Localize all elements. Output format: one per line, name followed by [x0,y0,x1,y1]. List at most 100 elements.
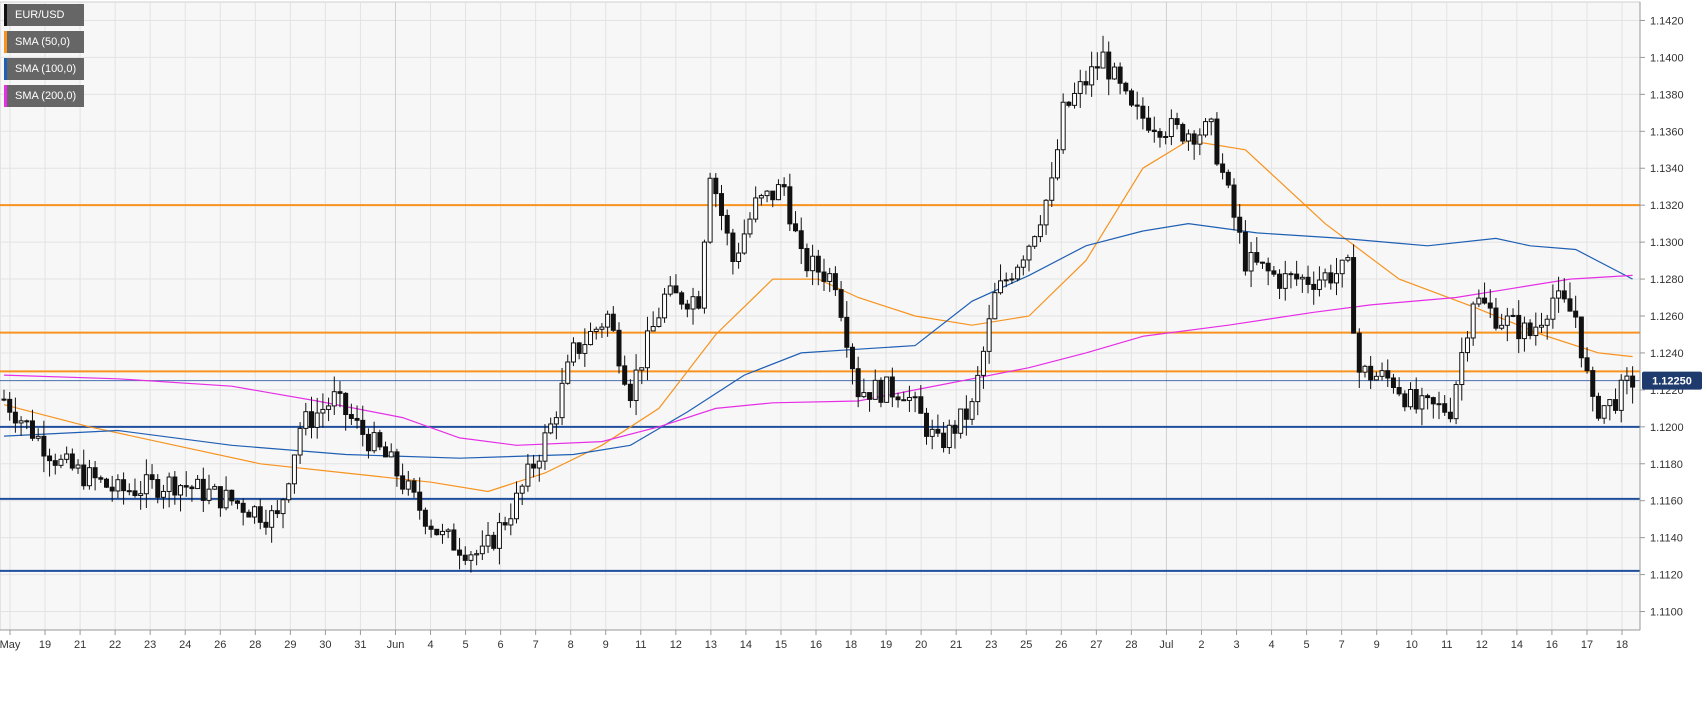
candle-body [252,506,258,518]
candle-body [679,292,685,305]
candle-body [1402,393,1408,408]
candle-body [1442,403,1448,413]
candle-body [1083,81,1089,86]
candle-body [428,525,434,530]
candle-body [605,313,611,328]
candle-body [12,411,18,424]
candle-body [1015,266,1021,280]
candle-body [143,474,149,495]
candle-body [941,432,947,449]
axes: 1.1100 1.1120 1.1140 1.1160 1.1180 1.1200 1.12… [0,2,1684,651]
candle-body [411,480,417,493]
candle-body [986,318,992,352]
candle-body [86,467,92,487]
x-tick-label: 21 [74,639,86,651]
price-tag-label: 1.12250 [1652,376,1692,388]
candle-body [701,241,707,309]
candle-body [1282,273,1288,289]
candle-body [1242,231,1248,272]
candle-body [155,479,161,498]
legend-item-sma-200[interactable]: SMA (200,0) [4,85,85,107]
candle-body [1499,324,1505,329]
candle-body [1459,352,1465,386]
candle-body [1288,273,1294,276]
candle-body [684,303,690,310]
x-tick-label: 16 [810,639,822,651]
candle-body [263,521,269,528]
y-tick-label: 1.1140 [1650,533,1683,545]
x-tick-label: 19 [880,639,892,651]
candle-body [736,252,742,262]
candle-body [206,488,212,501]
candle-body [18,420,24,424]
candle-body [394,451,400,477]
candle-body [855,368,861,398]
legend-label: SMA (100,0) [15,63,77,75]
candle-body [1578,316,1584,359]
x-tick-label: 15 [775,639,787,651]
candle-body [644,330,650,369]
candle-body [1613,399,1619,411]
candle-body [622,365,628,385]
candle-body [1106,51,1112,80]
candle-body [787,186,793,225]
candle-body [1573,310,1579,318]
candle-body [1020,259,1026,268]
legend-item-eurusd[interactable]: EUR/USD [4,4,84,26]
candle-body [451,529,457,551]
candle-body [696,296,702,309]
candle-body [1185,133,1191,142]
candle-body [1140,105,1146,119]
candle-body [593,328,599,333]
candle-body [1259,261,1265,264]
y-tick-label: 1.1300 [1650,237,1684,249]
candle-body [29,420,35,439]
legend-swatch [4,4,7,26]
candle-body [417,491,423,511]
candle-body [138,493,144,497]
candle-body [1248,252,1254,272]
legend-item-sma-50[interactable]: SMA (50,0) [4,31,84,53]
x-tick-label: 4 [427,639,433,651]
legend-item-sma-100[interactable]: SMA (100,0) [4,58,85,80]
candle-body [542,432,548,462]
candle-body [667,285,673,295]
y-tick-label: 1.1400 [1650,52,1684,64]
x-tick-label: 23 [985,639,997,651]
candle-body [1447,411,1453,420]
candle-body [474,553,480,556]
candle-body [434,528,440,536]
candle-body [588,331,594,346]
candle-body [610,313,616,331]
x-tick-label: 7 [1339,639,1345,651]
candle-body [861,392,867,398]
candle-body [160,490,166,498]
x-tick-label: 18 [845,639,857,651]
candle-body [1561,290,1567,300]
candle-body [650,326,656,332]
candle-body [1408,389,1414,408]
candle-body [1339,259,1345,275]
candle-body [388,451,394,458]
candle-body [536,460,542,469]
candle-body [627,383,633,402]
candle-body [844,316,850,348]
candle-body [1430,397,1436,405]
candle-body [1003,279,1009,282]
candle-body [1123,82,1129,92]
candle-body [1072,92,1078,106]
candle-body [553,417,559,425]
candle-body [1556,290,1562,299]
y-tick-label: 1.1360 [1650,126,1684,138]
legend-swatch [4,31,7,53]
x-tick-label: 26 [1055,639,1067,651]
candle-body [291,454,297,485]
x-tick-label: 12 [670,639,682,651]
candle-body [616,329,622,367]
candle-body [838,289,844,318]
x-tick-label: 9 [1374,639,1380,651]
y-tick-label: 1.1320 [1650,200,1684,212]
candle-body [1630,375,1636,388]
candle-body [1351,257,1357,334]
